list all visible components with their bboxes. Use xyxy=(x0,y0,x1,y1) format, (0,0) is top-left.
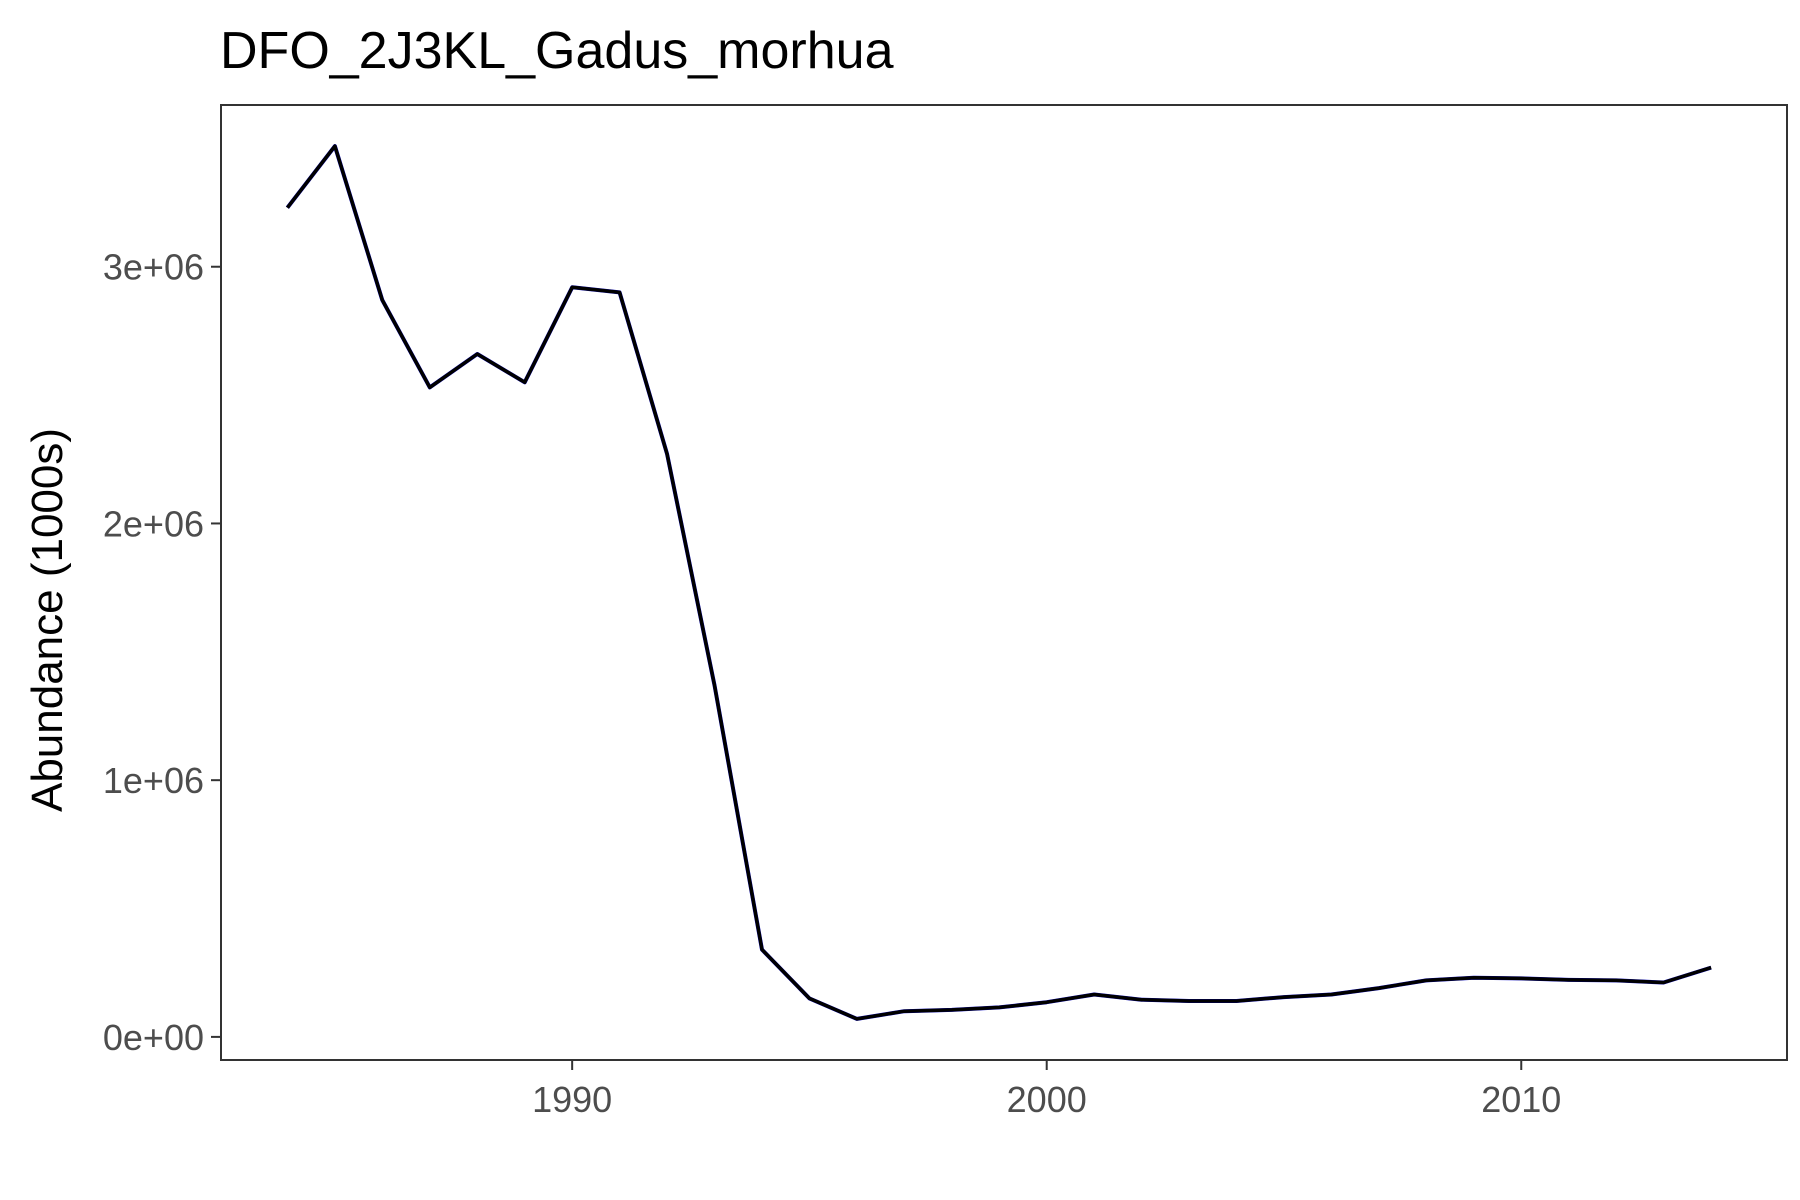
x-tick-label: 2010 xyxy=(1481,1079,1561,1120)
y-tick-label: 2e+06 xyxy=(103,503,204,544)
y-tick-label: 3e+06 xyxy=(103,247,204,288)
y-tick-label: 1e+06 xyxy=(103,760,204,801)
x-tick-label: 1990 xyxy=(532,1079,612,1120)
x-tick-label: 2000 xyxy=(1007,1079,1087,1120)
y-tick-label: 0e+00 xyxy=(103,1017,204,1058)
series-line xyxy=(286,144,1712,1021)
y-axis-label: Abundance (1000s) xyxy=(23,428,72,812)
plot-panel xyxy=(220,104,1788,1061)
chart-title: DFO_2J3KL_Gadus_morhua xyxy=(220,22,894,80)
axis-ticks: 1990 2000 2010 0e+00 1e+06 2e+06 3e+06 xyxy=(103,247,1561,1120)
series-lines xyxy=(285,144,1712,1021)
series-line-underlay xyxy=(285,144,1712,1021)
